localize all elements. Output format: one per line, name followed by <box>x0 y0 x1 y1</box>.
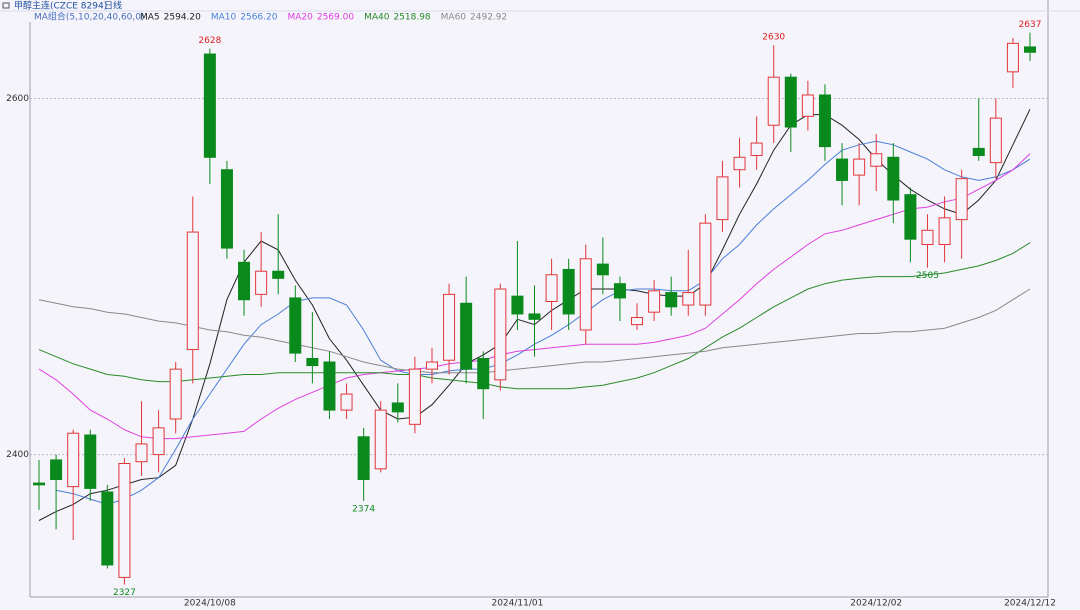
candle-body <box>357 436 370 481</box>
ma-name: MA40 <box>364 13 390 23</box>
candle-body <box>853 158 866 176</box>
candle-body <box>648 290 661 313</box>
candle-body <box>101 491 114 566</box>
ma-name: MA5 <box>140 13 160 23</box>
candle-body <box>870 153 883 167</box>
candle-body <box>699 222 712 306</box>
period[interactable]: 日线 <box>104 0 122 12</box>
ma-line <box>38 288 1031 374</box>
high-label: 2630 <box>762 33 785 43</box>
candle-body <box>323 361 336 411</box>
y-tick-label: 2400 <box>6 450 29 460</box>
candle-body <box>921 229 934 246</box>
ma-readout: 2594.20 <box>164 13 201 23</box>
menu-icon[interactable] <box>2 2 10 9</box>
candle-body <box>186 231 199 351</box>
instrument-title: 甲醇主连(CZCE 8294) <box>14 0 107 12</box>
candle-body <box>84 434 97 489</box>
candle-body <box>955 178 968 221</box>
x-tick-label: 2024/11/01 <box>491 599 543 609</box>
candle-body <box>1006 42 1019 73</box>
candle-body <box>750 142 763 157</box>
candle-body <box>733 156 746 171</box>
indicator-label[interactable]: MA组合(5,10,20,40,60,0) <box>34 11 145 23</box>
ma-readout: 2492.92 <box>470 13 507 23</box>
candle-body <box>631 317 644 326</box>
high-label: 2637 <box>1019 20 1042 30</box>
candle-body <box>596 263 609 276</box>
candle-body <box>579 258 592 331</box>
ma-line <box>38 242 1031 390</box>
candle-body <box>306 357 319 367</box>
candle-body <box>67 432 80 488</box>
y-tick-label: 2600 <box>6 94 29 104</box>
x-tick-label: 2024/12/02 <box>850 599 902 609</box>
ma-readout: 2518.98 <box>393 13 430 23</box>
candle-body <box>340 393 353 411</box>
candle-body <box>255 270 268 295</box>
ma-line <box>55 140 1031 505</box>
candle-body <box>818 94 831 148</box>
candle-body <box>494 288 507 381</box>
candle-body <box>152 427 165 456</box>
candle-body <box>938 217 951 246</box>
candle-body <box>528 313 541 320</box>
candle-body <box>613 283 626 299</box>
candle-body <box>118 462 131 578</box>
candle-body <box>784 76 797 128</box>
ma-name: MA10 <box>211 13 237 23</box>
ma-readout: 2569.00 <box>317 13 354 23</box>
candle-body <box>33 482 45 486</box>
candle-body <box>1024 46 1036 53</box>
low-label: 2505 <box>916 271 939 281</box>
candle-body <box>716 176 729 221</box>
candle-body <box>682 292 695 306</box>
candle-body <box>836 158 849 181</box>
candle-body <box>801 94 814 117</box>
x-tick-label: 2024/10/08 <box>184 599 236 609</box>
candle-body <box>545 274 558 302</box>
ma-name: MA60 <box>441 13 467 23</box>
candle-body <box>203 53 216 158</box>
candle-body <box>135 443 148 463</box>
high-label: 2628 <box>198 36 221 46</box>
candle-body <box>220 169 233 249</box>
candle-body <box>904 194 917 240</box>
low-label: 2374 <box>352 504 375 514</box>
candle-body <box>50 459 63 481</box>
candle-body <box>665 292 678 308</box>
candle-body <box>408 368 421 425</box>
candle-body <box>511 295 524 315</box>
ma-readout: 2566.20 <box>240 13 277 23</box>
candle-body <box>374 409 387 470</box>
candle-body <box>443 293 456 361</box>
candle-body <box>391 402 404 413</box>
candle-body <box>477 357 490 390</box>
candle-body <box>562 268 575 315</box>
candle-body <box>460 302 473 370</box>
ma-name: MA20 <box>287 13 313 23</box>
candle-body <box>989 117 1002 164</box>
x-tick-label: 2024/12/12 <box>1004 599 1056 609</box>
candle-body <box>972 147 985 157</box>
candle-body <box>767 76 780 126</box>
candle-body <box>169 368 182 420</box>
candle-body <box>272 270 285 279</box>
low-label: 2327 <box>113 588 136 598</box>
candle-body <box>887 156 900 201</box>
candle-body <box>425 361 438 370</box>
candle-body <box>289 297 302 354</box>
candle-body <box>238 261 251 301</box>
